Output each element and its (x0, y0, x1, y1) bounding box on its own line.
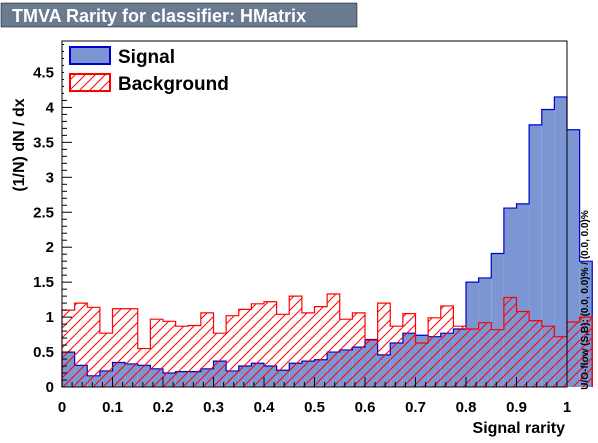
x-tick-label: 0 (58, 399, 66, 416)
y-axis-title: (1/N) dN / dx (11, 98, 28, 191)
overflow-label: U/O-flow (S,B): (0.0, 0.0)% / (0.0, 0.0)… (580, 210, 591, 390)
bar-background (554, 336, 567, 387)
bar-background (62, 310, 75, 387)
bar-background (289, 296, 302, 387)
title-box (0, 2, 358, 28)
bar-background (453, 326, 466, 387)
x-tick-label: 0.2 (153, 399, 174, 416)
bar-background (125, 308, 138, 387)
bar-background (175, 326, 189, 387)
bar-background (327, 294, 340, 387)
bar-background (491, 329, 504, 387)
bar-background (339, 319, 353, 387)
y-tick-label: 1 (46, 309, 54, 326)
series-layer (61, 96, 593, 387)
bar-background (200, 312, 214, 387)
bar-background (112, 308, 126, 387)
y-tick-label: 3.5 (33, 134, 54, 151)
bar-background (238, 309, 252, 387)
bar-background (264, 301, 277, 387)
legend-label-signal: Signal (118, 47, 175, 68)
bar-background (529, 320, 542, 387)
y-tick-label: 0 (46, 379, 54, 396)
y-tick-label: 4 (46, 99, 55, 116)
legend-swatch-background (69, 73, 111, 92)
bar-background (377, 303, 391, 387)
bar-background (440, 305, 454, 387)
x-tick-label: 0.8 (456, 399, 477, 416)
y-tick-label: 2.5 (33, 204, 54, 221)
y-tick-label: 2 (46, 239, 54, 256)
bar-background (188, 325, 201, 387)
bar-background (163, 321, 176, 387)
x-tick-label: 0.9 (506, 399, 527, 416)
y-tick-label: 0.5 (33, 344, 54, 361)
bar-background (213, 333, 227, 387)
x-axis-title: Signal rarity (473, 420, 566, 437)
bar-background (390, 326, 403, 387)
plot-frame (61, 40, 568, 388)
x-tick-label: 0.5 (304, 399, 325, 416)
bar-background (466, 328, 479, 387)
bar-background (415, 342, 429, 387)
x-tick-label: 1 (563, 399, 571, 416)
bar-background (365, 340, 378, 387)
bar-background (150, 319, 163, 387)
x-tick-label: 0.4 (254, 399, 276, 416)
x-tick-label: 0.3 (203, 399, 224, 416)
bar-signal (541, 109, 555, 387)
x-tick-label: 0.6 (355, 399, 376, 416)
bar-background (541, 326, 555, 387)
bar-background (301, 312, 315, 387)
bar-background (478, 322, 492, 387)
legend-label-background: Background (118, 74, 229, 95)
bar-signal (554, 96, 567, 387)
bar-background (516, 311, 530, 387)
legend: Signal Background (64, 43, 242, 99)
bar-background (99, 333, 113, 387)
bar-background (579, 317, 593, 387)
bar-background (137, 348, 151, 387)
bar-background (314, 306, 328, 387)
bar-background (276, 314, 290, 387)
bar-background (226, 315, 239, 387)
outline-background (61, 293, 593, 387)
chart-title: TMVA Rarity for classifier: HMatrix (12, 6, 306, 26)
y-tick-label: 3 (46, 169, 54, 186)
bar-background (251, 303, 264, 387)
x-tick-label: 0.7 (405, 399, 426, 416)
bar-background (74, 303, 88, 387)
bar-background (402, 313, 416, 387)
bar-background (503, 297, 517, 387)
series-background (61, 293, 593, 387)
bar-background (567, 321, 580, 387)
legend-swatch-signal (69, 46, 111, 65)
bar-background (352, 312, 365, 387)
x-tick-label: 0.1 (102, 399, 123, 416)
y-tick-label: 1.5 (33, 274, 54, 291)
bar-background (87, 307, 100, 387)
y-tick-label: 4.5 (33, 64, 54, 81)
bar-background (428, 317, 441, 387)
